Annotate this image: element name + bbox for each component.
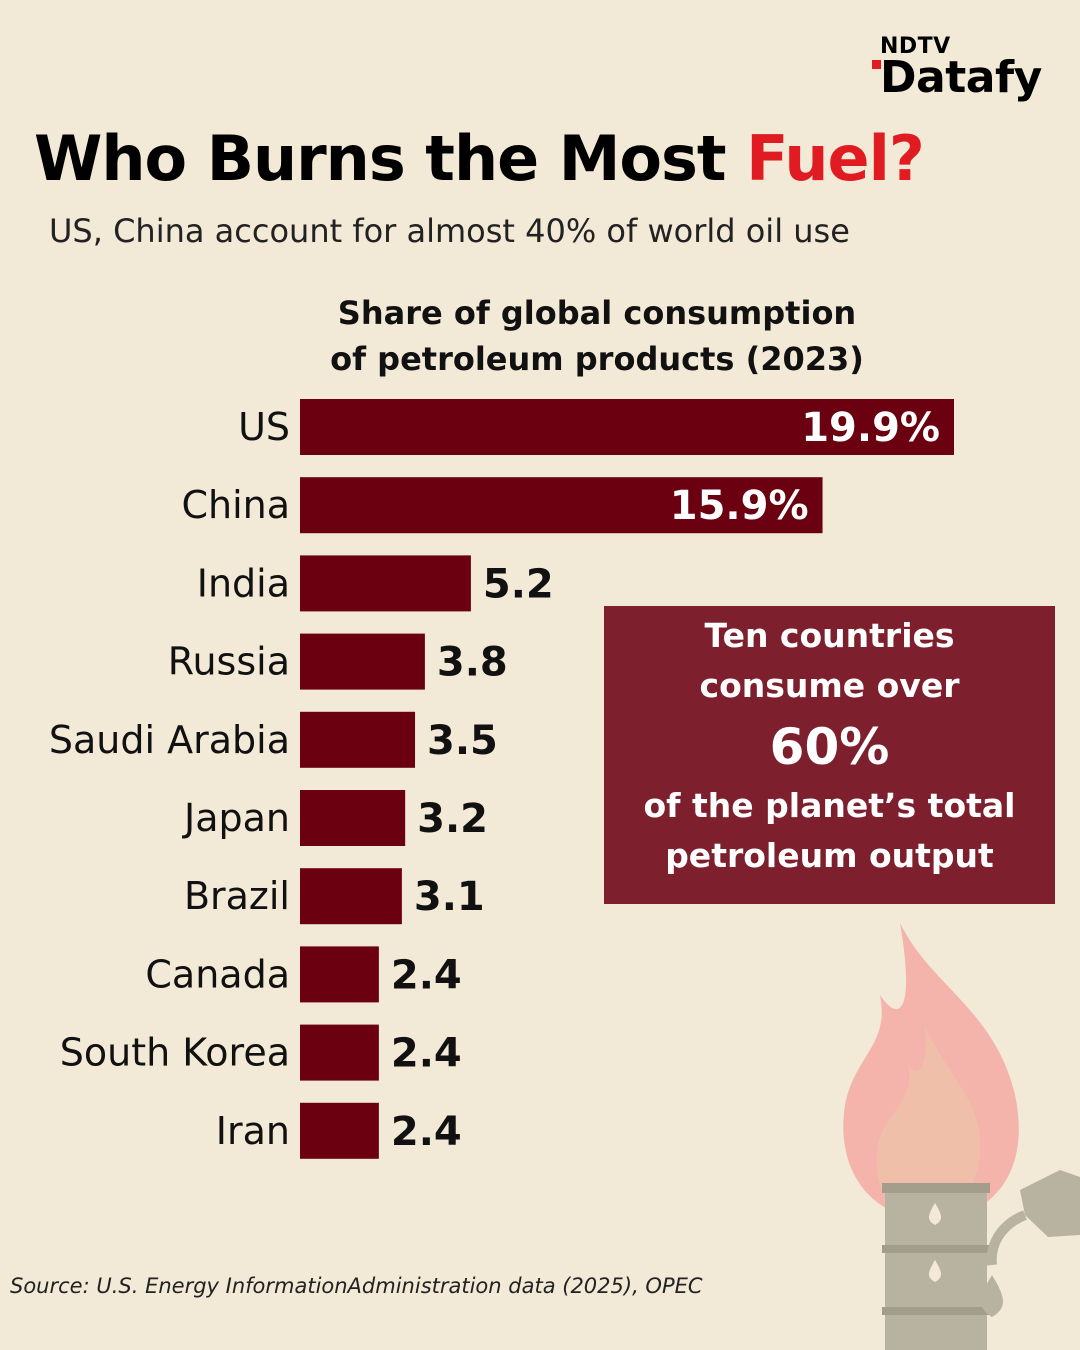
bar-brazil: [300, 868, 402, 925]
bar-china: [300, 477, 823, 534]
category-label-us: US: [238, 405, 290, 449]
ndtv-datafy-logo: NDTV Datafy: [872, 34, 1052, 108]
category-label-south-korea: South Korea: [60, 1031, 290, 1075]
category-label-iran: Iran: [216, 1109, 290, 1153]
bar-canada: [300, 946, 379, 1003]
value-label-canada: 2.4: [391, 952, 462, 998]
fuel-nozzle-icon: [1020, 1170, 1080, 1237]
fuel-drop-icon: [981, 1275, 1003, 1317]
category-label-brazil: Brazil: [184, 874, 290, 918]
oil-drop-icon-2: [928, 1260, 942, 1282]
chart-title-line1: Share of global consumption: [337, 294, 857, 332]
title-accent: Fuel?: [746, 122, 925, 195]
title-main: Who Burns the Most: [34, 122, 747, 195]
category-label-china: China: [181, 483, 290, 527]
flame-inner-icon: [876, 1025, 981, 1215]
value-label-india: 5.2: [483, 561, 554, 607]
callout-highlight: 60%: [769, 718, 890, 776]
bar-iran: [300, 1102, 379, 1159]
callout-line2: consume over: [699, 666, 960, 705]
chart-title-line2: of petroleum products (2023): [330, 340, 864, 378]
flame-barrel-fuel-nozzle-icon: [843, 923, 1080, 1350]
oil-drop-icon: [928, 1203, 942, 1225]
bar-india: [300, 555, 471, 612]
category-label-canada: Canada: [145, 952, 290, 996]
bar-south-korea: [300, 1024, 379, 1081]
page-title: Who Burns the Most Fuel?: [34, 122, 925, 195]
category-label-russia: Russia: [168, 640, 290, 684]
bar-saudi-arabia: [300, 711, 416, 768]
bar-japan: [300, 790, 406, 846]
value-label-china: 15.9%: [670, 483, 809, 529]
callout-line3: of the planet’s total: [643, 786, 1016, 825]
value-label-south-korea: 2.4: [391, 1031, 462, 1077]
bar-russia: [300, 633, 425, 690]
callout-line4: petroleum output: [665, 836, 994, 875]
logo-ndtv: NDTV: [880, 34, 951, 59]
category-label-japan: Japan: [182, 796, 290, 840]
category-label-saudi-arabia: Saudi Arabia: [49, 718, 290, 762]
value-label-brazil: 3.1: [414, 874, 485, 920]
value-label-iran: 2.4: [391, 1109, 462, 1155]
value-label-japan: 3.2: [417, 796, 488, 842]
value-label-russia: 3.8: [437, 640, 508, 686]
bar-us: [300, 399, 954, 455]
category-label-india: India: [197, 561, 290, 605]
source-note: Source: U.S. Energy InformationAdministr…: [10, 1274, 703, 1298]
value-label-saudi-arabia: 3.5: [427, 718, 498, 764]
value-label-us: 19.9%: [801, 405, 940, 451]
callout-line1: Ten countries: [704, 616, 955, 655]
logo-dot-icon: [872, 60, 881, 69]
callout-box: Ten countries consume over 60% of the pl…: [604, 606, 1055, 904]
page-subtitle: US, China account for almost 40% of worl…: [49, 212, 850, 250]
logo-datafy: Datafy: [880, 52, 1042, 103]
chart-title: Share of global consumption of petroleum…: [300, 290, 894, 382]
